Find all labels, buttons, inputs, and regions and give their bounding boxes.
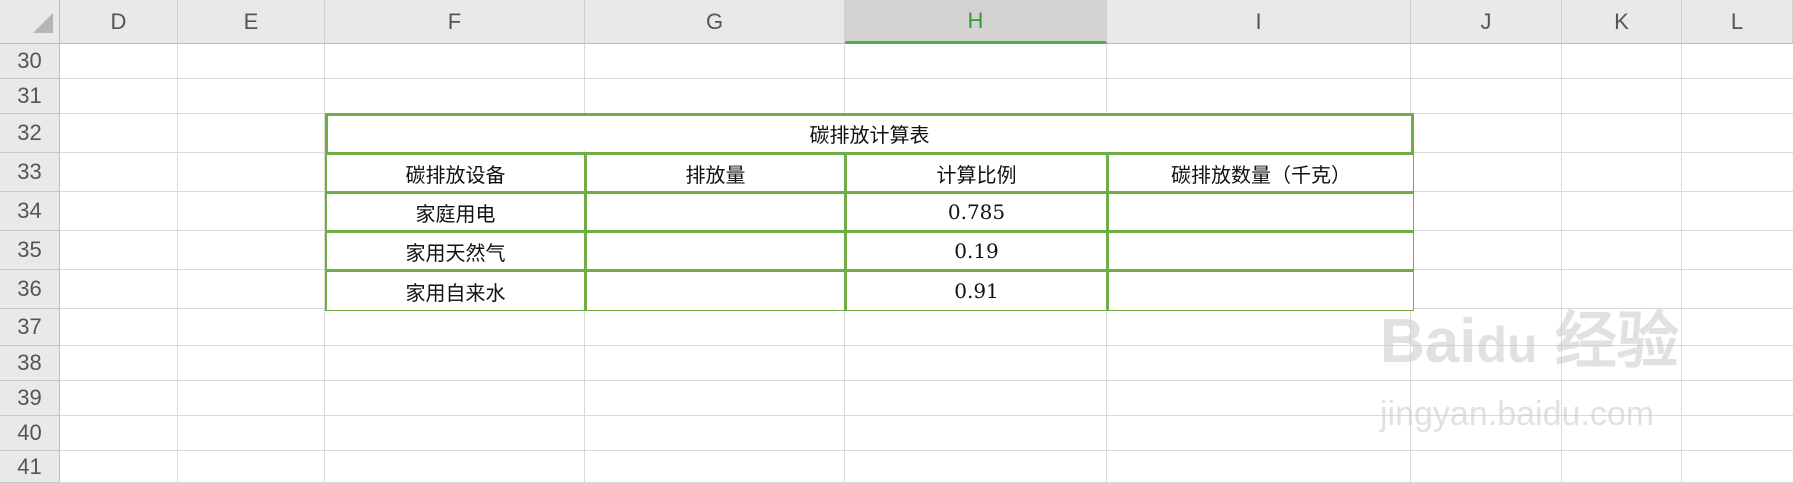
table-header-cell[interactable]: 排放量	[587, 155, 844, 191]
table-cell[interactable]: 家用自来水	[327, 272, 584, 310]
select-all-corner[interactable]	[0, 0, 60, 44]
column-header-E[interactable]: E	[178, 0, 325, 44]
table-cell[interactable]: 0.785	[847, 194, 1106, 230]
table-cell[interactable]	[1109, 272, 1413, 310]
table-border	[584, 152, 587, 311]
gridline	[324, 44, 325, 483]
gridline	[60, 345, 1793, 346]
row-header-38[interactable]: 38	[0, 346, 60, 381]
table-cell[interactable]	[1109, 233, 1413, 269]
column-header-K[interactable]: K	[1562, 0, 1682, 44]
row-header-35[interactable]: 35	[0, 231, 60, 270]
table-border	[325, 191, 1414, 194]
row-header-40[interactable]: 40	[0, 416, 60, 451]
table-header-cell[interactable]: 计算比例	[847, 155, 1106, 191]
gridline	[1561, 44, 1562, 483]
gridline	[60, 78, 1793, 79]
gridline	[60, 450, 1793, 451]
baidu-watermark: Baidu 经验	[1380, 307, 1679, 376]
table-cell[interactable]	[587, 194, 844, 230]
row-header-37[interactable]: 37	[0, 309, 60, 346]
column-header-G[interactable]: G	[585, 0, 845, 44]
row-header-33[interactable]: 33	[0, 153, 60, 192]
row-header-36[interactable]: 36	[0, 270, 60, 309]
column-header-F[interactable]: F	[325, 0, 585, 44]
row-header-41[interactable]: 41	[0, 451, 60, 483]
table-cell[interactable]: 家用天然气	[327, 233, 584, 269]
table-border	[325, 269, 1414, 272]
table-title-cell[interactable]: 碳排放计算表	[328, 116, 1411, 151]
column-header-L[interactable]: L	[1682, 0, 1793, 44]
table-border	[325, 230, 1414, 233]
table-cell[interactable]	[587, 233, 844, 269]
table-cell[interactable]: 家庭用电	[327, 194, 584, 230]
table-header-cell[interactable]: 碳排放数量（千克）	[1109, 155, 1413, 191]
table-cell[interactable]	[1109, 194, 1413, 230]
row-header-30[interactable]: 30	[0, 44, 60, 79]
gridline	[177, 44, 178, 483]
column-header-D[interactable]: D	[60, 0, 178, 44]
gridline	[1681, 44, 1682, 483]
table-cell[interactable]	[587, 272, 844, 310]
table-border	[325, 152, 1414, 155]
column-header-J[interactable]: J	[1411, 0, 1562, 44]
table-header-cell[interactable]: 碳排放设备	[327, 155, 584, 191]
gridline	[60, 415, 1793, 416]
table-cell[interactable]: 0.19	[847, 233, 1106, 269]
row-header-34[interactable]: 34	[0, 192, 60, 231]
column-header-H[interactable]: H	[845, 0, 1107, 44]
table-border	[1106, 152, 1109, 311]
row-header-39[interactable]: 39	[0, 381, 60, 416]
row-header-32[interactable]: 32	[0, 114, 60, 153]
row-header-31[interactable]: 31	[0, 79, 60, 114]
column-header-I[interactable]: I	[1107, 0, 1411, 44]
gridline	[60, 380, 1793, 381]
table-cell[interactable]: 0.91	[847, 272, 1106, 310]
table-border	[844, 152, 847, 311]
